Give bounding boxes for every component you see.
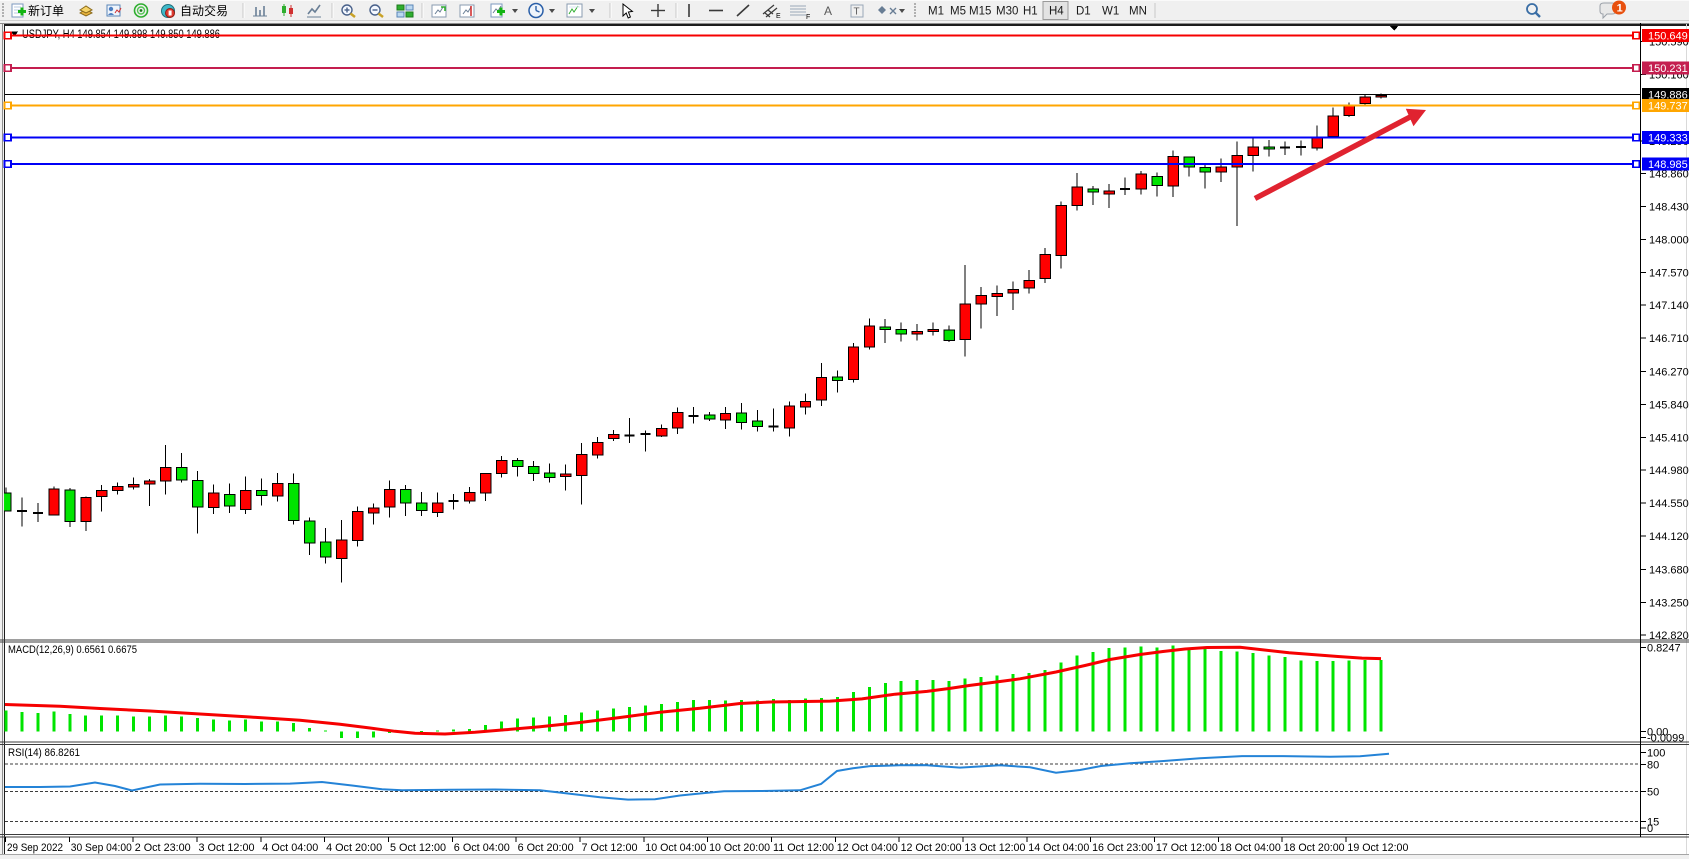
svg-text:6 Oct 20:00: 6 Oct 20:00	[518, 842, 574, 854]
svg-text:142.820: 142.820	[1649, 630, 1689, 642]
svg-text:MN: MN	[1129, 6, 1147, 18]
svg-text:6 Oct 04:00: 6 Oct 04:00	[454, 842, 510, 854]
svg-text:新订单: 新订单	[28, 3, 64, 18]
svg-text:12 Oct 20:00: 12 Oct 20:00	[901, 842, 962, 854]
svg-text:18 Oct 20:00: 18 Oct 20:00	[1284, 842, 1345, 854]
svg-text:143.680: 143.680	[1649, 565, 1689, 577]
svg-text:10 Oct 20:00: 10 Oct 20:00	[709, 842, 770, 854]
svg-text:149.737: 149.737	[1648, 100, 1688, 112]
svg-text:144.980: 144.980	[1649, 465, 1689, 477]
svg-text:145.840: 145.840	[1649, 399, 1689, 411]
svg-text:10 Oct 04:00: 10 Oct 04:00	[645, 842, 706, 854]
svg-text:144.120: 144.120	[1649, 531, 1689, 543]
svg-text:146.270: 146.270	[1649, 367, 1689, 379]
svg-text:M30: M30	[996, 6, 1018, 18]
svg-text:4 Oct 20:00: 4 Oct 20:00	[326, 842, 382, 854]
svg-text:D1: D1	[1076, 6, 1091, 18]
svg-text:148.860: 148.860	[1649, 169, 1689, 181]
svg-text:148.430: 148.430	[1649, 202, 1689, 214]
svg-text:13 Oct 12:00: 13 Oct 12:00	[964, 842, 1025, 854]
svg-text:148.000: 148.000	[1649, 234, 1689, 246]
svg-text:100: 100	[1647, 748, 1665, 760]
svg-text:M15: M15	[969, 6, 991, 18]
svg-text:12 Oct 04:00: 12 Oct 04:00	[837, 842, 898, 854]
svg-text:15: 15	[1647, 817, 1659, 829]
svg-text:150.231: 150.231	[1648, 63, 1688, 75]
svg-text:144.550: 144.550	[1649, 498, 1689, 510]
svg-text:0.8247: 0.8247	[1647, 643, 1681, 655]
svg-text:146.710: 146.710	[1649, 333, 1689, 345]
svg-text:0: 0	[1647, 823, 1653, 835]
svg-text:3 Oct 12:00: 3 Oct 12:00	[199, 842, 255, 854]
svg-text:H1: H1	[1023, 6, 1038, 18]
svg-text:7 Oct 12:00: 7 Oct 12:00	[582, 842, 638, 854]
svg-text:50: 50	[1647, 786, 1659, 798]
svg-text:1: 1	[1617, 3, 1623, 15]
svg-text:148.985: 148.985	[1648, 159, 1688, 171]
svg-text:17 Oct 12:00: 17 Oct 12:00	[1156, 842, 1217, 854]
svg-text:143.250: 143.250	[1649, 597, 1689, 609]
svg-text:29 Sep 2022: 29 Sep 2022	[7, 842, 63, 854]
svg-text:0.00: 0.00	[1647, 727, 1668, 739]
svg-text:W1: W1	[1102, 6, 1119, 18]
svg-text:F: F	[806, 14, 810, 21]
svg-text:T: T	[854, 7, 860, 18]
svg-text:19 Oct 12:00: 19 Oct 12:00	[1347, 842, 1408, 854]
svg-text:149.333: 149.333	[1648, 133, 1688, 145]
svg-text:150.649: 150.649	[1648, 31, 1688, 43]
svg-text:145.410: 145.410	[1649, 432, 1689, 444]
svg-text:18 Oct 04:00: 18 Oct 04:00	[1220, 842, 1281, 854]
svg-text:H4: H4	[1049, 6, 1064, 18]
svg-text:M1: M1	[928, 6, 944, 18]
svg-text:147.140: 147.140	[1649, 300, 1689, 312]
svg-text:14 Oct 04:00: 14 Oct 04:00	[1028, 842, 1089, 854]
svg-text:11 Oct 12:00: 11 Oct 12:00	[773, 842, 834, 854]
svg-text:16 Oct 23:00: 16 Oct 23:00	[1092, 842, 1153, 854]
svg-text:5 Oct 12:00: 5 Oct 12:00	[390, 842, 446, 854]
svg-text:2 Oct 23:00: 2 Oct 23:00	[135, 842, 191, 854]
svg-text:-0.0099: -0.0099	[1647, 733, 1684, 745]
svg-text:自动交易: 自动交易	[180, 3, 228, 18]
svg-text:147.570: 147.570	[1649, 267, 1689, 279]
svg-text:MACD(12,26,9) 0.6561 0.6675: MACD(12,26,9) 0.6561 0.6675	[8, 644, 137, 656]
svg-text:4 Oct 04:00: 4 Oct 04:00	[262, 842, 318, 854]
svg-text:30 Sep 04:00: 30 Sep 04:00	[71, 842, 132, 854]
svg-text:80: 80	[1647, 760, 1659, 772]
svg-text:E: E	[776, 13, 781, 20]
svg-text:A: A	[824, 4, 832, 18]
svg-text:M5: M5	[950, 6, 966, 18]
svg-text:149.886: 149.886	[1648, 90, 1688, 102]
svg-text:RSI(14) 86.8261: RSI(14) 86.8261	[8, 747, 80, 759]
